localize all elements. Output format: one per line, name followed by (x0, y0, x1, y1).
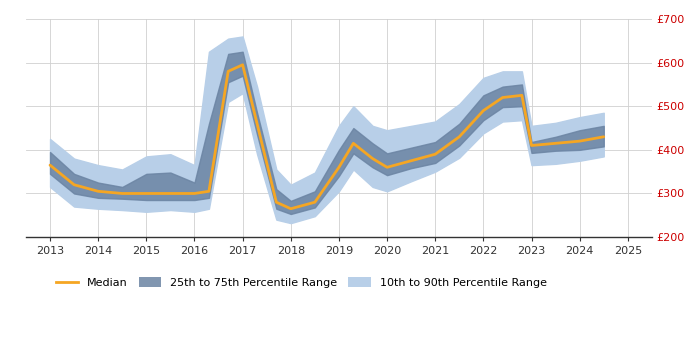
Legend: Median, 25th to 75th Percentile Range, 10th to 90th Percentile Range: Median, 25th to 75th Percentile Range, 1… (52, 273, 551, 293)
